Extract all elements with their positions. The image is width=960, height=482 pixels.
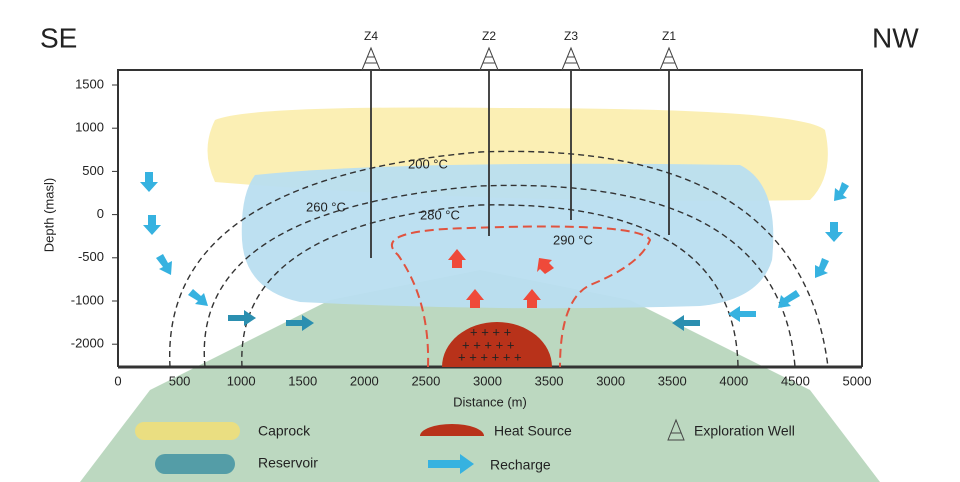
x-tick-label: 3500 bbox=[535, 373, 564, 388]
x-tick-label: 5000 bbox=[843, 373, 872, 388]
side-label: SE bbox=[40, 22, 77, 53]
y-tick-label: 0 bbox=[97, 206, 104, 221]
legend-label: Caprock bbox=[258, 423, 311, 439]
isotherm-label: 290 °C bbox=[553, 232, 593, 247]
y-tick-label: -2000 bbox=[71, 336, 104, 351]
y-tick-label: -500 bbox=[78, 249, 104, 264]
well-label: Z4 bbox=[364, 29, 378, 43]
x-tick-label: 1000 bbox=[227, 373, 256, 388]
isotherm-label: 200 °C bbox=[408, 156, 448, 171]
legend-swatch-heat bbox=[420, 424, 484, 436]
legend-swatch-caprock bbox=[135, 422, 240, 440]
legend-swatch-recharge bbox=[428, 454, 474, 474]
reservoir bbox=[241, 163, 774, 309]
x-tick-label: 3000 bbox=[473, 373, 502, 388]
well-icons bbox=[361, 46, 679, 71]
y-tick-label: 1000 bbox=[75, 120, 104, 135]
y-tick-label: 500 bbox=[82, 163, 104, 178]
well-label: Z2 bbox=[482, 29, 496, 43]
legend-label: Reservoir bbox=[258, 455, 318, 471]
isotherm-label: 260 °C bbox=[306, 199, 346, 214]
legend-swatch-reservoir bbox=[155, 454, 235, 474]
x-tick-label: 4500 bbox=[781, 373, 810, 388]
side-label: NW bbox=[872, 22, 919, 53]
heat-isotherm bbox=[391, 225, 652, 368]
legend-label: Exploration Well bbox=[694, 423, 795, 439]
isotherm-label: 280 °C bbox=[420, 207, 460, 222]
legend-label: Heat Source bbox=[494, 423, 572, 439]
x-tick-label: 0 bbox=[114, 373, 121, 388]
svg-text:+ + + + + +: + + + + + + bbox=[458, 349, 522, 364]
svg-text:+ + + + +: + + + + + bbox=[462, 337, 514, 352]
isotherm-lines bbox=[169, 150, 829, 368]
heat-source-pattern: + + + ++ + + + ++ + + + + + bbox=[458, 324, 522, 364]
well-lines bbox=[370, 70, 670, 258]
y-axis-title: Depth (masl) bbox=[41, 178, 56, 252]
well-label: Z3 bbox=[564, 29, 578, 43]
x-tick-label: 1500 bbox=[288, 373, 317, 388]
x-tick-label: 3000 bbox=[596, 373, 625, 388]
x-tick-label: 2500 bbox=[411, 373, 440, 388]
x-tick-label: 500 bbox=[169, 373, 191, 388]
recharge-arrows bbox=[140, 172, 849, 331]
x-tick-label: 3500 bbox=[658, 373, 687, 388]
x-tick-label: 2000 bbox=[350, 373, 379, 388]
well-label: Z1 bbox=[662, 29, 676, 43]
legend-label: Recharge bbox=[490, 457, 551, 473]
svg-text:+ + + +: + + + + bbox=[470, 324, 511, 339]
y-tick-label: 1500 bbox=[75, 76, 104, 91]
heat-arrows bbox=[448, 249, 554, 308]
x-axis-title: Distance (m) bbox=[453, 394, 527, 409]
y-tick-label: -1000 bbox=[71, 292, 104, 307]
x-tick-label: 4000 bbox=[719, 373, 748, 388]
heat-source bbox=[442, 322, 552, 367]
legend-swatch-well bbox=[667, 418, 685, 441]
